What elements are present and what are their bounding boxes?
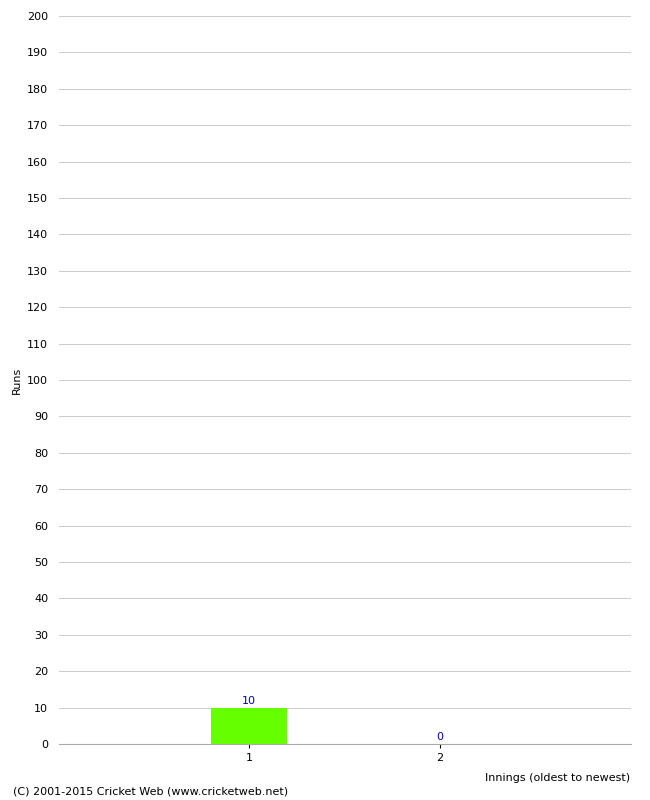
Text: 10: 10 — [242, 696, 256, 706]
Bar — [211, 707, 287, 744]
X-axis label: Innings (oldest to newest): Innings (oldest to newest) — [486, 773, 630, 783]
Text: 0: 0 — [436, 732, 443, 742]
Text: (C) 2001-2015 Cricket Web (www.cricketweb.net): (C) 2001-2015 Cricket Web (www.cricketwe… — [13, 786, 288, 796]
Y-axis label: Runs: Runs — [12, 366, 21, 394]
